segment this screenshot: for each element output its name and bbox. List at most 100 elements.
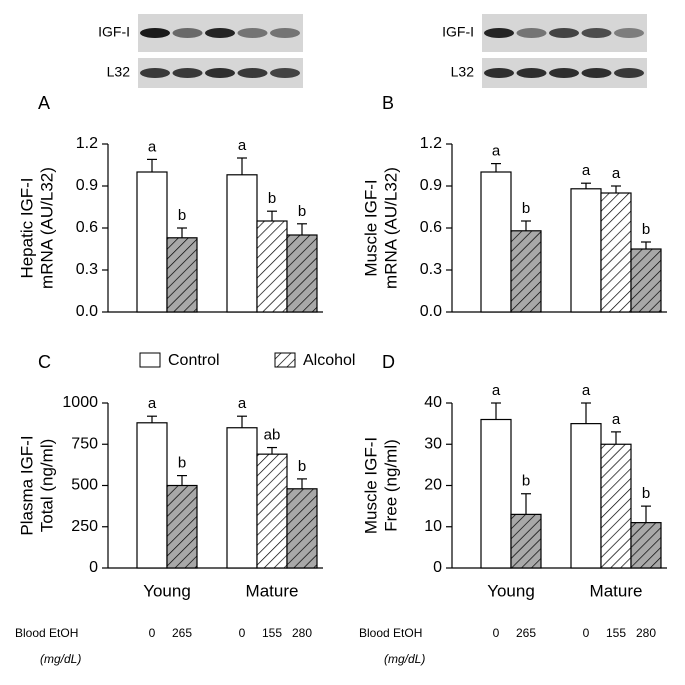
- panel-label: A: [38, 93, 50, 113]
- y-axis-label: Muscle IGF-I: [361, 437, 380, 534]
- bar: [510, 513, 542, 569]
- significance-letter: a: [582, 162, 591, 179]
- significance-letter: a: [148, 395, 157, 412]
- blood-etoh-value: 0: [149, 626, 156, 640]
- blood-etoh-value: 0: [239, 626, 246, 640]
- blood-etoh-unit: (mg/dL): [40, 652, 81, 666]
- panel-label: D: [382, 352, 395, 372]
- y-tick-label: 500: [71, 477, 98, 494]
- y-tick-label: 0.3: [420, 261, 442, 278]
- bar: [286, 234, 318, 313]
- significance-letter: b: [642, 485, 650, 502]
- y-axis-label: Hepatic IGF-I: [17, 177, 36, 278]
- significance-letter: a: [492, 143, 501, 160]
- y-tick-label: 40: [424, 394, 442, 411]
- significance-letter: a: [492, 382, 501, 399]
- blot-band: [172, 68, 203, 78]
- significance-letter: a: [148, 138, 157, 155]
- blood-etoh-value: 265: [516, 626, 536, 640]
- significance-letter: a: [238, 137, 247, 154]
- significance-letter: b: [268, 190, 276, 207]
- blot-band: [140, 28, 170, 38]
- y-tick-label: 0.0: [420, 303, 442, 320]
- blot-band: [549, 68, 579, 78]
- y-tick-label: 0.9: [76, 177, 98, 194]
- blot-band: [172, 28, 203, 38]
- y-tick-label: 10: [424, 518, 442, 535]
- blood-etoh-label: Blood EtOH: [359, 626, 422, 640]
- legend-swatch-alcohol: [274, 352, 296, 368]
- significance-letter: b: [522, 200, 530, 217]
- y-axis-label: Muscle IGF-I: [361, 179, 380, 276]
- x-tick-label: Young: [487, 581, 535, 600]
- blot-band: [205, 68, 235, 78]
- significance-letter: a: [238, 395, 247, 412]
- blood-etoh-value: 155: [606, 626, 626, 640]
- y-tick-label: 0: [433, 559, 442, 576]
- y-tick-label: 250: [71, 518, 98, 535]
- bar: [480, 171, 512, 313]
- panel-label: C: [38, 352, 51, 372]
- bar: [480, 418, 512, 569]
- significance-letter: b: [522, 473, 530, 490]
- blot-band: [237, 28, 268, 38]
- blot-label: L32: [107, 64, 131, 80]
- legend-swatch-control: [139, 352, 161, 368]
- legend-label: Control: [168, 352, 220, 369]
- bar: [226, 427, 258, 569]
- bar: [286, 488, 318, 569]
- bar: [630, 522, 662, 569]
- significance-letter: b: [298, 203, 306, 220]
- bar: [510, 230, 542, 313]
- blot-band: [614, 28, 644, 38]
- significance-letter: b: [642, 221, 650, 238]
- blot-band: [614, 68, 644, 78]
- blot-label: IGF-I: [442, 24, 474, 40]
- y-axis-label: Free (ng/ml): [381, 439, 400, 532]
- bar: [570, 423, 602, 569]
- panel-label: B: [382, 93, 394, 113]
- blot-band: [516, 68, 547, 78]
- bar: [136, 171, 168, 313]
- y-tick-label: 0: [89, 559, 98, 576]
- blood-etoh-value: 155: [262, 626, 282, 640]
- blot-band: [516, 28, 547, 38]
- bar: [226, 174, 258, 313]
- y-tick-label: 1000: [62, 394, 98, 411]
- bar: [600, 192, 632, 313]
- blood-etoh-label: Blood EtOH: [15, 626, 78, 640]
- blot-band: [140, 68, 170, 78]
- x-tick-label: Young: [143, 581, 191, 600]
- significance-letter: b: [178, 207, 186, 224]
- legend-label: Alcohol: [303, 352, 355, 369]
- significance-letter: ab: [264, 427, 281, 444]
- bar: [166, 237, 198, 313]
- blood-etoh-value: 280: [636, 626, 656, 640]
- bar: [256, 220, 288, 313]
- blood-etoh-value: 280: [292, 626, 312, 640]
- blot-band: [270, 28, 300, 38]
- y-tick-label: 1.2: [420, 135, 442, 152]
- y-tick-label: 0.6: [76, 219, 98, 236]
- x-tick-label: Mature: [590, 581, 643, 600]
- blood-etoh-value: 0: [493, 626, 500, 640]
- blot-band: [581, 68, 612, 78]
- blot-band: [484, 28, 514, 38]
- bar: [136, 422, 168, 569]
- y-axis-label: Plasma IGF-I: [17, 435, 36, 535]
- significance-letter: b: [298, 458, 306, 475]
- y-tick-label: 30: [424, 435, 442, 452]
- bar: [256, 453, 288, 569]
- y-axis-label: mRNA (AU/L32): [381, 167, 400, 289]
- blot-band: [270, 68, 300, 78]
- y-tick-label: 750: [71, 435, 98, 452]
- blot-band: [581, 28, 612, 38]
- blot-band: [484, 68, 514, 78]
- y-axis-label: Total (ng/ml): [37, 439, 56, 533]
- y-tick-label: 0.6: [420, 219, 442, 236]
- blot-label: L32: [451, 64, 475, 80]
- blot-band: [549, 28, 579, 38]
- blood-etoh-unit: (mg/dL): [384, 652, 425, 666]
- blot-band: [205, 28, 235, 38]
